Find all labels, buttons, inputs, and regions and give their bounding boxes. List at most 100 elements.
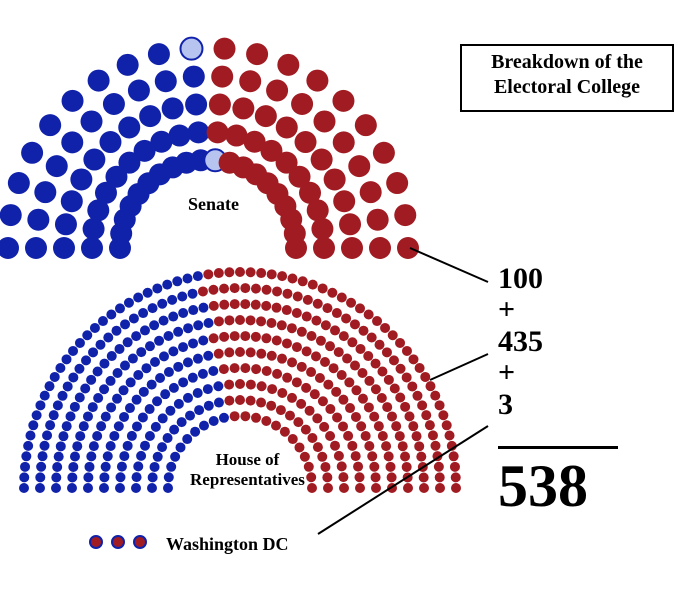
senate-seat	[0, 204, 22, 226]
house-seat	[277, 354, 287, 364]
sum-column: 100 + 435 + 3	[498, 262, 543, 421]
house-seat	[182, 434, 192, 444]
house-seat	[62, 354, 72, 364]
house-seat	[235, 347, 245, 357]
sum-total-text: 538	[498, 453, 588, 519]
sum-plus2: +	[498, 358, 543, 388]
house-seat	[150, 357, 160, 367]
house-seat	[109, 431, 119, 441]
senate-seat	[360, 181, 382, 203]
house-seat	[345, 403, 355, 413]
senate-seat	[155, 70, 177, 92]
house-seat	[251, 284, 261, 294]
house-seat	[93, 393, 103, 403]
house-seat	[298, 276, 308, 286]
senate-seat	[0, 237, 19, 259]
house-seat	[164, 472, 174, 482]
house-seat	[296, 399, 306, 409]
house-seat	[20, 462, 30, 472]
house-seat	[230, 363, 240, 373]
house-seat	[402, 462, 412, 472]
house-seat	[183, 357, 193, 367]
house-seat	[256, 316, 266, 326]
house-seat	[390, 384, 400, 394]
senate-seat	[61, 190, 83, 212]
house-seat	[99, 483, 109, 493]
house-seat	[151, 422, 161, 432]
house-seat	[168, 346, 178, 356]
senate-seat	[39, 114, 61, 136]
senate-seat	[313, 237, 335, 259]
senate-seat	[311, 218, 333, 240]
house-seat	[99, 472, 109, 482]
house-seat	[287, 323, 297, 333]
house-seat	[49, 410, 59, 420]
house-seat	[68, 346, 78, 356]
house-seat	[148, 472, 158, 482]
house-seat	[330, 325, 340, 335]
house-seat	[377, 367, 387, 377]
house-seat	[267, 351, 277, 361]
house-seat	[371, 359, 381, 369]
house-seat	[267, 384, 277, 394]
house-seat	[421, 410, 431, 420]
senate-seat	[118, 116, 140, 138]
house-seat	[246, 315, 256, 325]
house-seat	[58, 431, 68, 441]
senate-seat	[81, 237, 103, 259]
house-seat	[292, 342, 302, 352]
house-seat	[123, 337, 133, 347]
house-seat	[193, 354, 203, 364]
house-seat	[193, 271, 203, 281]
senate-seat	[61, 131, 83, 153]
house-seat	[163, 483, 173, 493]
senate-seat	[99, 131, 121, 153]
house-seat	[183, 273, 193, 283]
house-seat	[261, 416, 271, 426]
house-seat	[246, 267, 256, 277]
house-seat	[140, 441, 150, 451]
senate-seat	[332, 90, 354, 112]
senate-seat	[277, 54, 299, 76]
house-seat	[120, 319, 130, 329]
senate-seat	[162, 97, 184, 119]
house-seat	[141, 363, 151, 373]
house-seat	[323, 483, 333, 493]
house-seat	[153, 452, 163, 462]
house-seat	[266, 401, 276, 411]
house-seat	[322, 303, 332, 313]
house-seat	[351, 385, 361, 395]
house-seat	[127, 431, 137, 441]
house-seat	[159, 351, 169, 361]
house-seat	[351, 451, 361, 461]
senate-seat	[88, 70, 110, 92]
house-seat	[341, 313, 351, 323]
house-seat	[213, 381, 223, 391]
house-seat	[355, 344, 365, 354]
senate-seat	[185, 93, 207, 115]
house-seat	[96, 421, 106, 431]
senate-seat	[70, 168, 92, 190]
house-seat	[117, 462, 127, 472]
house-seat	[276, 405, 286, 415]
house-label: House of Representatives	[190, 450, 305, 490]
house-seat	[330, 441, 340, 451]
house-seat	[387, 411, 397, 421]
house-seat	[86, 375, 96, 385]
house-seat	[177, 292, 187, 302]
house-seat	[408, 421, 418, 431]
house-seat	[235, 267, 245, 277]
house-seat	[219, 364, 229, 374]
house-seat	[38, 451, 48, 461]
house-seat	[329, 363, 339, 373]
house-seat	[148, 303, 158, 313]
house-seat	[386, 462, 396, 472]
house-seat	[90, 323, 100, 333]
senate-seat	[348, 155, 370, 177]
senate-label-text: Senate	[188, 194, 239, 214]
house-seat	[343, 431, 353, 441]
house-seat	[35, 400, 45, 410]
house-seat	[363, 351, 373, 361]
house-seat	[28, 420, 38, 430]
house-seat	[68, 462, 78, 472]
